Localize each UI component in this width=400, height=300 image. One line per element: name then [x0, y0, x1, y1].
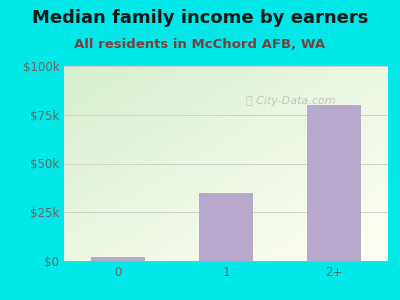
- Text: ⦿ City-Data.com: ⦿ City-Data.com: [246, 96, 336, 106]
- Bar: [307, 105, 361, 261]
- Text: Median family income by earners: Median family income by earners: [32, 9, 368, 27]
- Bar: [91, 257, 145, 261]
- Text: All residents in McChord AFB, WA: All residents in McChord AFB, WA: [74, 38, 326, 50]
- Bar: [199, 193, 253, 261]
